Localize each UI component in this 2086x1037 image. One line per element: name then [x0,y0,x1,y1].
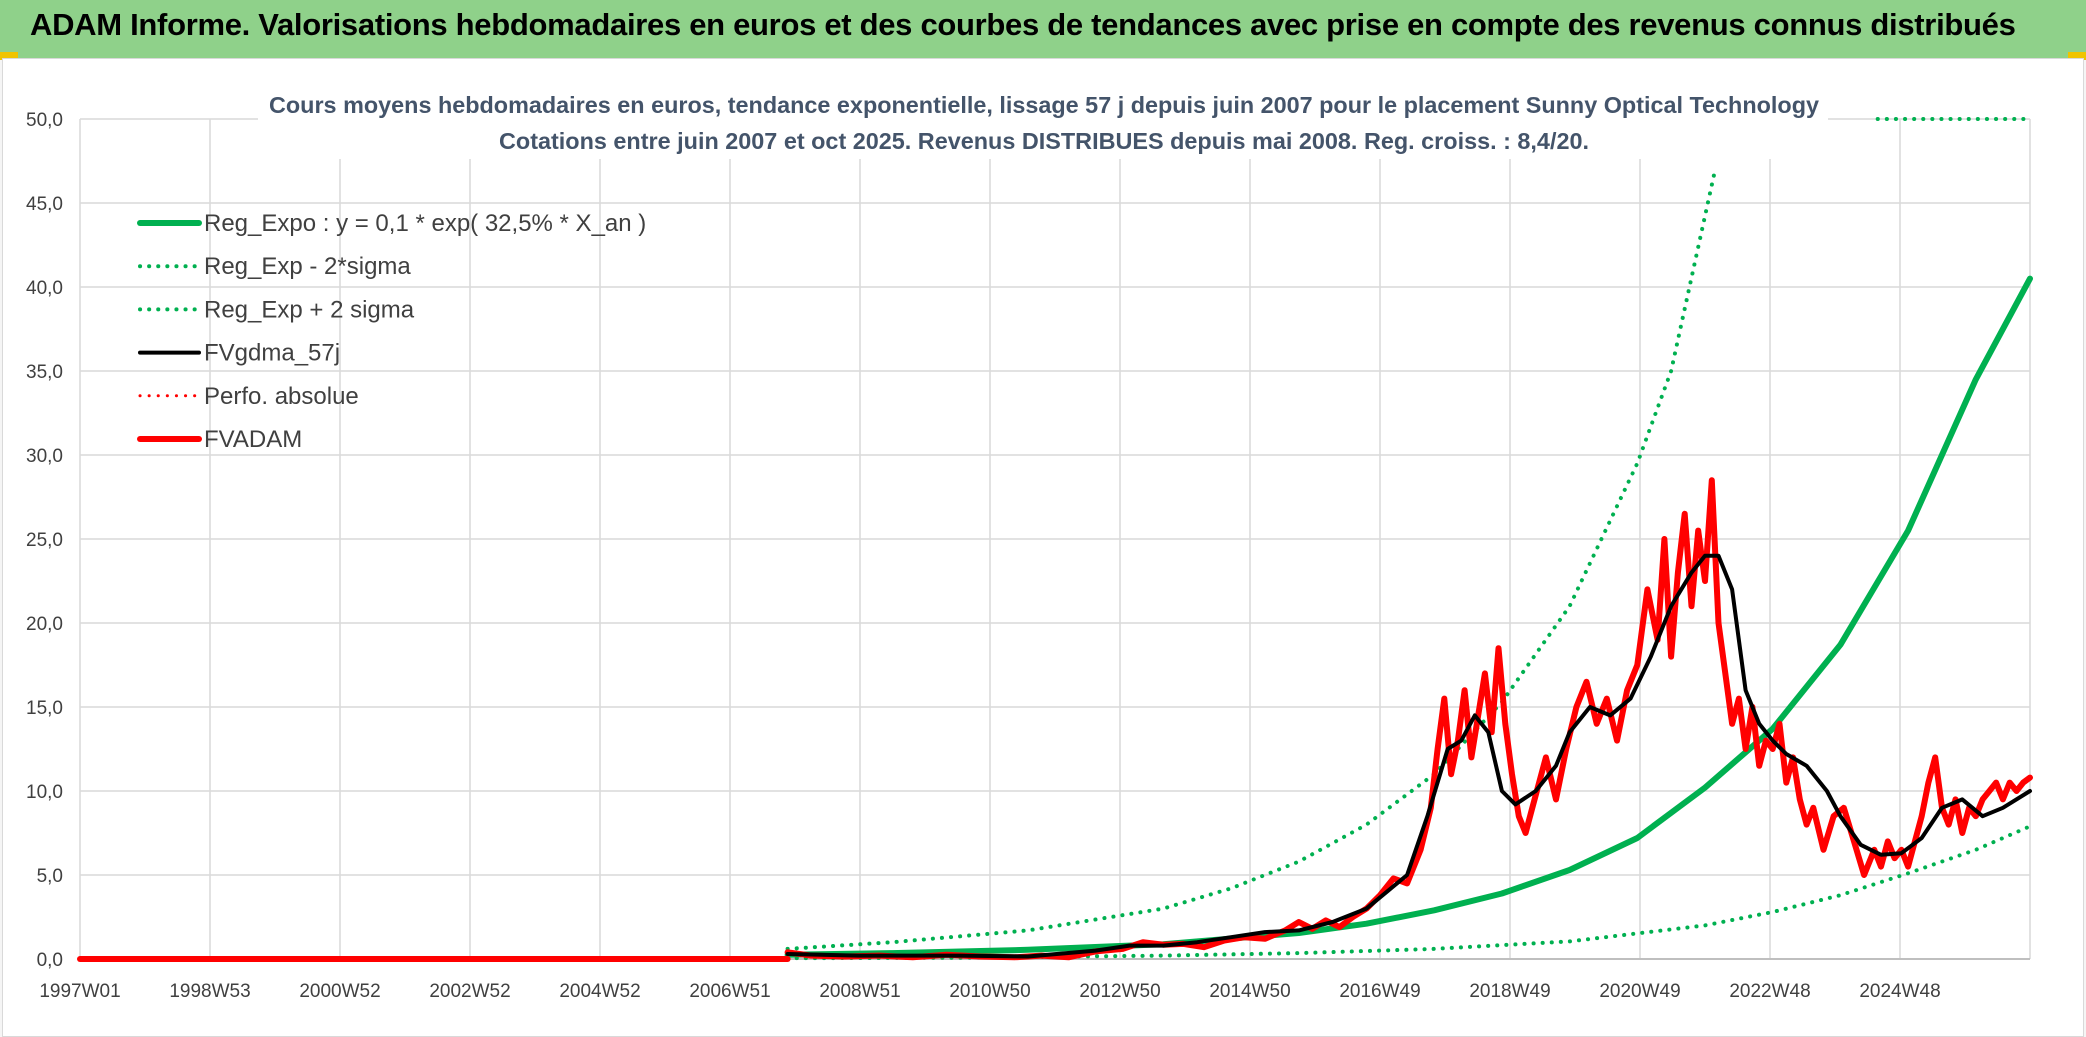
y-tick-label: 5,0 [37,866,63,887]
chart-svg: 0,0 5,0 10,0 15,0 20,0 25,0 30,0 35,0 40,0 45,0 50… [26,81,2033,1002]
legend-label: FVgdma_57j [204,340,340,367]
x-tick-label: 2004W52 [559,981,640,1002]
y-tick-label: 30,0 [26,446,63,467]
y-tick-label: 50,0 [26,110,63,131]
x-tick-label: 2022W48 [1729,981,1810,1002]
y-tick-label: 25,0 [26,530,63,551]
x-tick-label: 2012W50 [1079,981,1160,1002]
legend: Reg_Expo : y = 0,1 * exp( 32,5% * X_an )… [137,210,646,453]
x-tick-label: 2024W48 [1859,981,1940,1002]
x-tick-label: 2018W49 [1469,981,1550,1002]
y-tick-label: 45,0 [26,194,63,215]
series-line-fvadam [784,477,2033,961]
y-tick-label: 0,0 [37,950,63,971]
chart-title-background [258,81,1828,159]
chart-title-layer: Cours moyens hebdomadaires en euros, ten… [258,81,1828,159]
chart-area: 0,0 5,0 10,0 15,0 20,0 25,0 30,0 35,0 40,0 45,0 50… [2,58,2084,1037]
y-tick-label: 20,0 [26,614,63,635]
series-layer [77,117,2033,962]
series-line-reg-expo-y-0-1-exp-32-5-x-an [784,275,2033,958]
x-tick-label: 2000W52 [299,981,380,1002]
x-tick-label: 1998W53 [169,981,250,1002]
legend-label: FVADAM [204,426,302,453]
x-tick-label: 2010W50 [949,981,1030,1002]
chart-subtitle: Cotations entre juin 2007 et oct 2025. R… [499,128,1589,154]
x-tick-label: 2002W52 [429,981,510,1002]
report-title: ADAM Informe. Valorisations hebdomadaire… [30,7,2016,42]
banner-corner-left [0,52,18,60]
series-line-fvgdma-57j [785,553,2032,959]
series-line-reg-exp-2-sigma [785,824,2032,961]
y-tick-label: 35,0 [26,362,63,383]
legend-label: Reg_Expo : y = 0,1 * exp( 32,5% * X_an ) [204,210,646,237]
x-tick-label: 2020W49 [1599,981,1680,1002]
x-tick-label: 2016W49 [1339,981,1420,1002]
x-tick-label: 2014W50 [1209,981,1290,1002]
y-tick-label: 40,0 [26,278,63,299]
banner-corner-right [2068,52,2086,60]
legend-label: Reg_Exp + 2 sigma [204,296,415,323]
chart-title: Cours moyens hebdomadaires en euros, ten… [269,92,1819,118]
y-tick-label: 15,0 [26,698,63,719]
legend-label: Perfo. absolue [204,383,359,410]
series-line-reg-exp-2-sigma [785,167,1718,951]
y-tick-label: 10,0 [26,782,63,803]
report-banner: ADAM Informe. Valorisations hebdomadaire… [0,0,2086,59]
legend-label: Reg_Exp - 2*sigma [204,253,411,280]
x-tick-label: 1997W01 [39,981,120,1002]
x-tick-label: 2008W51 [819,981,900,1002]
x-tick-label: 2006W51 [689,981,770,1002]
